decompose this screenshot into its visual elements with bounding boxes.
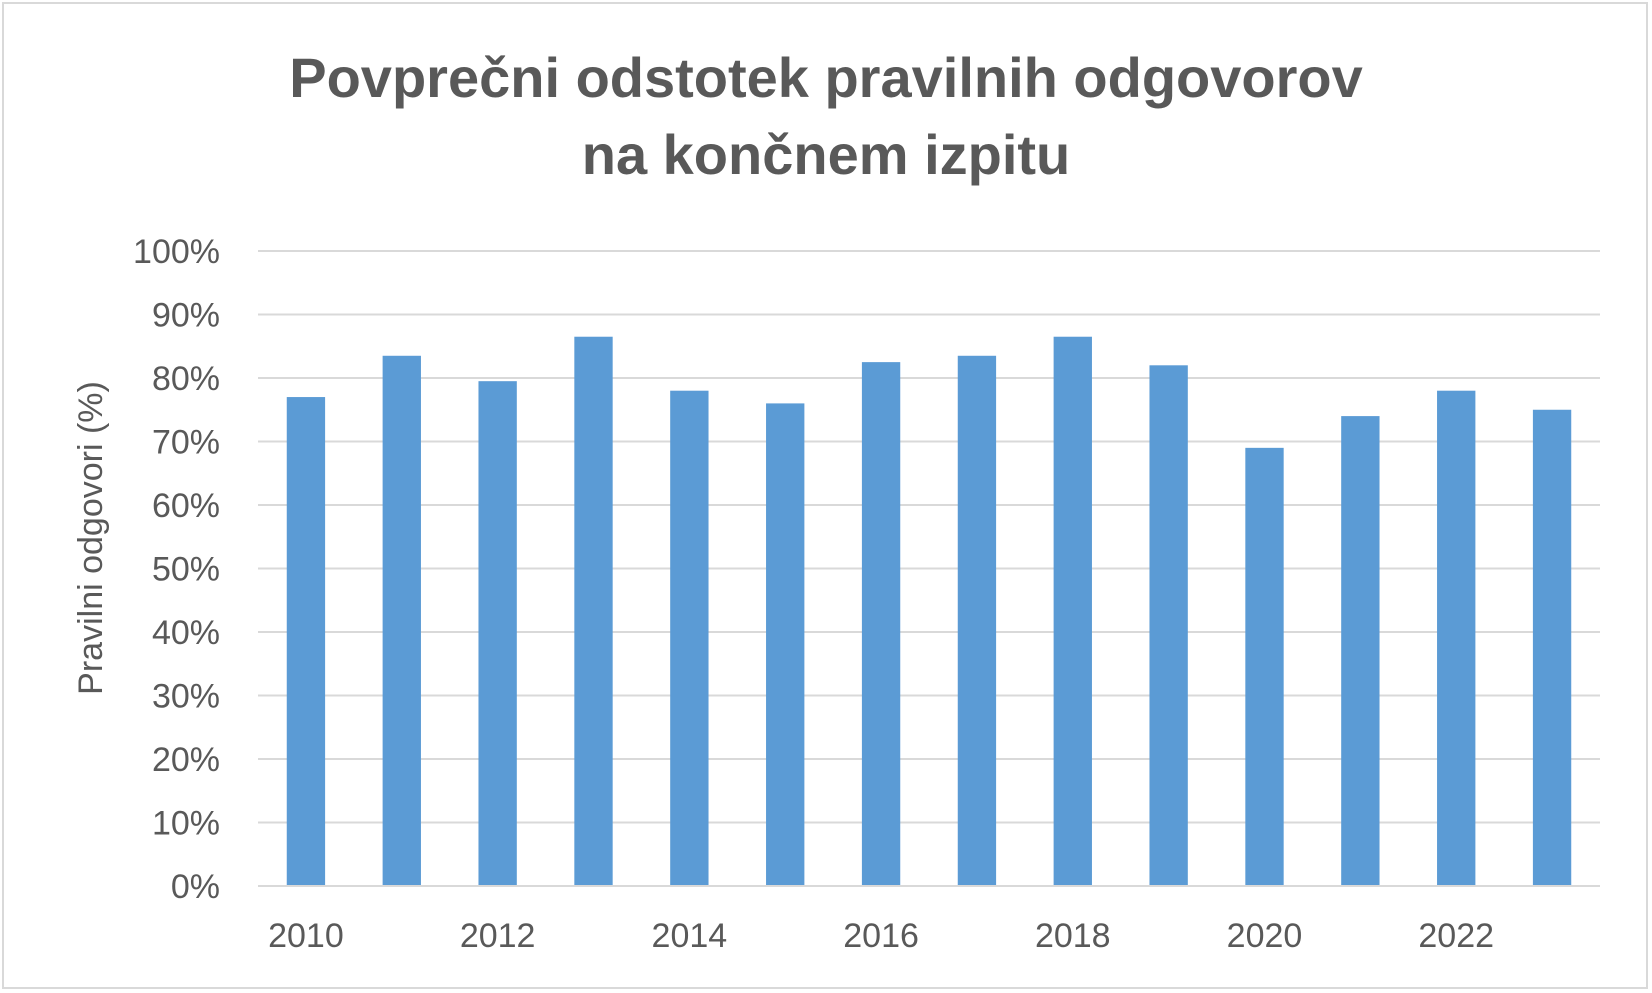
bar-2021 [1341,416,1380,886]
y-tick-label: 40% [152,614,220,652]
x-tick-label: 2012 [460,917,536,955]
y-axis-title: Pravilni odgovori (%) [72,381,110,695]
y-axis-ticks: 0% 10% 20% 30% 40% 50% 60% 70% 80% 90% 100% [133,233,220,906]
bar-2011 [382,355,421,886]
bar-2018 [1053,336,1092,887]
y-tick-label: 30% [152,678,220,716]
y-tick-label: 80% [152,360,220,398]
x-tick-label: 2020 [1227,917,1303,955]
chart-title-line-2: na končnem izpitu [582,123,1071,186]
y-tick-label: 20% [152,741,220,779]
y-tick-label: 60% [152,487,220,525]
y-tick-label: 50% [152,551,220,589]
bar-2013 [574,336,613,887]
bar-2022 [1437,390,1476,886]
x-axis-ticks: 2010 2012 2014 2016 2018 2020 2022 [268,917,1494,955]
x-tick-label: 2016 [843,917,919,955]
y-tick-label: 90% [152,297,220,335]
x-tick-label: 2014 [652,917,728,955]
y-tick-label: 0% [171,868,220,906]
x-tick-label: 2022 [1418,917,1494,955]
bar-2012 [478,381,517,886]
bar-2015 [766,403,805,886]
gridlines [258,250,1600,824]
bar-2010 [286,397,326,886]
bar-2017 [957,355,997,886]
bars [286,336,1572,887]
y-tick-label: 100% [133,233,220,271]
bar-2023 [1532,409,1572,886]
x-tick-label: 2018 [1035,917,1111,955]
bar-2020 [1245,447,1284,886]
x-tick-label: 2010 [268,917,344,955]
y-tick-label: 70% [152,424,220,462]
chart-title-line-1: Povprečni odstotek pravilnih odgovorov [289,46,1363,109]
bar-2019 [1149,365,1188,886]
bar-2016 [861,362,901,886]
y-tick-label: 10% [152,805,220,843]
bar-2014 [670,390,709,886]
